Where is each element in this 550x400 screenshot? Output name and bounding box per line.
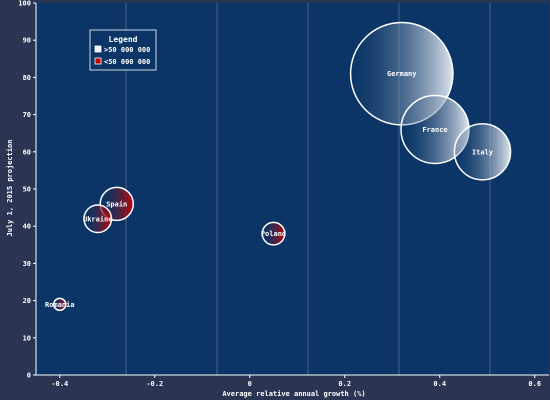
bubble-italy bbox=[453, 122, 512, 181]
bubble-poland bbox=[261, 221, 286, 246]
x-axis-title: Average relative annual growth (%) bbox=[222, 390, 365, 398]
legend-swatch-large bbox=[94, 45, 102, 53]
bubble-romania bbox=[53, 297, 67, 312]
bubble-label-poland: Poland bbox=[261, 230, 286, 238]
legend-entry-large: >50 000 000 bbox=[104, 46, 150, 54]
y-tick-label-6: 60 bbox=[23, 148, 31, 156]
bubble-label-italy: Italy bbox=[472, 148, 494, 156]
y-tick-label-5: 50 bbox=[23, 186, 31, 194]
y-tick-label-3: 30 bbox=[23, 260, 31, 268]
y-tick-label-4: 40 bbox=[23, 223, 31, 231]
x-tick-label-3: 0.2 bbox=[338, 380, 351, 388]
bubble-label-romania: Romania bbox=[45, 301, 75, 309]
x-tick-label-0: -0.4 bbox=[51, 380, 68, 388]
bubble-label-ukraine: Ukraine bbox=[83, 215, 113, 223]
bubble-label-germany: Germany bbox=[387, 70, 417, 78]
x-tick-label-4: 0.4 bbox=[433, 380, 446, 388]
x-tick-label-5: 0.6 bbox=[528, 380, 541, 388]
y-tick-label-9: 90 bbox=[23, 37, 31, 45]
bubble-ukraine bbox=[83, 204, 113, 234]
bubbles: Germany France Italy Spain Ukraine Poland Roma… bbox=[45, 21, 512, 312]
legend: Legend >50 000 000 <50 000 000 bbox=[89, 29, 157, 71]
y-tick-label-10: 100 bbox=[18, 0, 31, 8]
y-tick-label-0: 0 bbox=[27, 372, 31, 380]
y-tick-label-7: 70 bbox=[23, 111, 31, 119]
legend-entry-small: <50 000 000 bbox=[104, 58, 150, 66]
y-axis-title: July 1, 2015 projection bbox=[6, 140, 14, 237]
legend-title: Legend bbox=[109, 35, 138, 44]
y-tick-label-8: 80 bbox=[23, 74, 31, 82]
bubble-label-spain: Spain bbox=[106, 200, 127, 208]
legend-swatch-small bbox=[94, 57, 102, 65]
x-tick-label-2: 0 bbox=[248, 380, 252, 388]
bubble-label-france: France bbox=[422, 126, 447, 134]
axes: 0 10 20 30 40 50 60 70 80 90 100 -0.4 -0.2 0 0.2 0.4 0.6 bbox=[18, 0, 549, 388]
x-tick-label-1: -0.2 bbox=[146, 380, 163, 388]
y-tick-label-2: 20 bbox=[23, 297, 31, 305]
y-tick-label-1: 10 bbox=[23, 334, 31, 342]
